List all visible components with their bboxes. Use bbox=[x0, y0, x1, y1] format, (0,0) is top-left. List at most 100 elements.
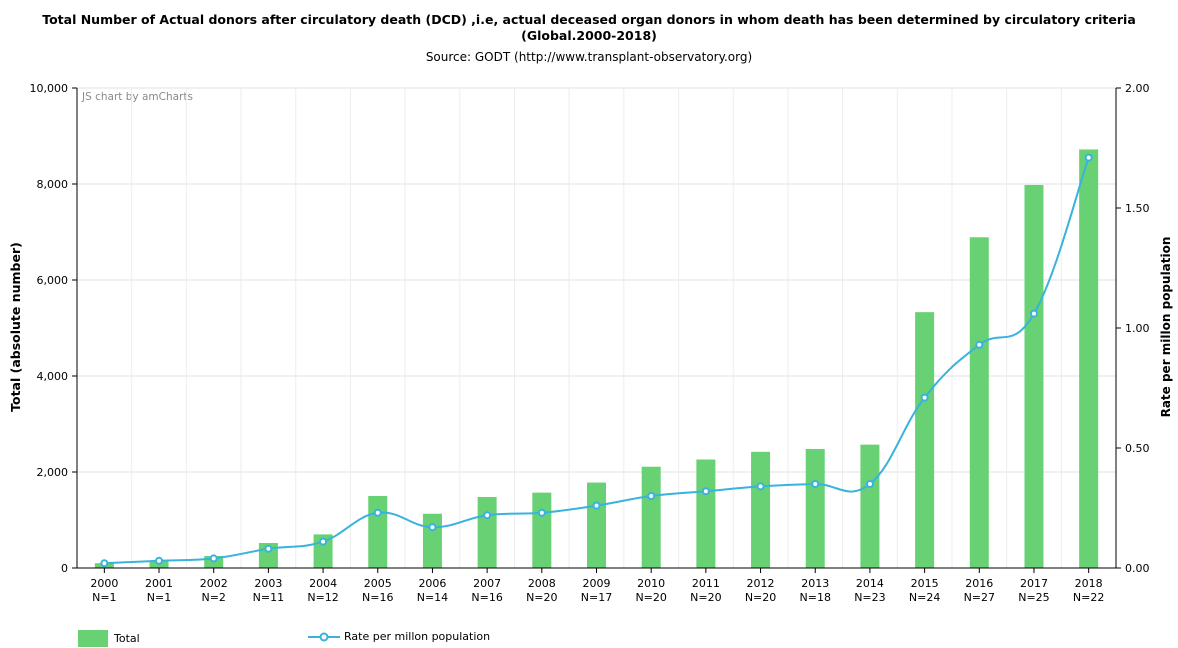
x-tick-label: 2006 bbox=[418, 577, 446, 590]
x-tick-sublabel: N=27 bbox=[964, 591, 995, 604]
x-tick-sublabel: N=1 bbox=[92, 591, 116, 604]
y2-tick-label: 2.00 bbox=[1125, 82, 1150, 95]
amcharts-credit[interactable]: JS chart by amCharts bbox=[82, 91, 193, 103]
bar-2018 bbox=[1079, 149, 1099, 568]
bar-2016 bbox=[969, 237, 989, 568]
x-tick-label: 2017 bbox=[1020, 577, 1048, 590]
bar-2008 bbox=[532, 492, 552, 568]
chart-title-line2: (Global.2000-2018) bbox=[521, 28, 657, 43]
legend-total-swatch bbox=[78, 630, 108, 647]
rate-point-2011 bbox=[701, 487, 710, 496]
y-tick-label: 2,000 bbox=[37, 466, 69, 479]
x-tick-sublabel: N=14 bbox=[417, 591, 448, 604]
x-tick-label: 2016 bbox=[965, 577, 993, 590]
y2-tick-label: 1.00 bbox=[1125, 322, 1150, 335]
rate-point-2017 bbox=[1029, 309, 1038, 318]
y-tick-label: 0 bbox=[61, 562, 68, 575]
rate-point-2007 bbox=[483, 511, 492, 520]
axis-labels: 0 2,000 4,000 6,000 8,000 10,000 0.00 0.50 1.00 1… bbox=[30, 82, 1150, 604]
x-tick-label: 2005 bbox=[364, 577, 392, 590]
rate-point-2016 bbox=[975, 340, 984, 349]
x-tick-label: 2013 bbox=[801, 577, 829, 590]
x-tick-label: 2007 bbox=[473, 577, 501, 590]
x-tick-sublabel: N=12 bbox=[307, 591, 338, 604]
y-axis-label: Total (absolute number) bbox=[8, 242, 23, 412]
x-tick-sublabel: N=20 bbox=[526, 591, 557, 604]
bar-2006 bbox=[422, 513, 442, 568]
rate-point-2003 bbox=[264, 544, 273, 553]
rate-line bbox=[104, 157, 1090, 565]
x-tick-sublabel: N=23 bbox=[854, 591, 885, 604]
rate-point-2002 bbox=[209, 554, 218, 563]
x-tick-label: 2001 bbox=[145, 577, 173, 590]
rate-point-2005 bbox=[373, 508, 382, 517]
rate-point-2009 bbox=[592, 501, 601, 510]
x-tick-sublabel: N=20 bbox=[690, 591, 721, 604]
bar-2010 bbox=[641, 466, 661, 568]
rate-point-2013 bbox=[811, 480, 820, 488]
bar-2013 bbox=[805, 448, 825, 568]
rate-point-2001 bbox=[155, 556, 164, 565]
bar-2012 bbox=[751, 451, 771, 568]
chart-title-line1: Total Number of Actual donors after circ… bbox=[42, 12, 1136, 27]
grid-lines bbox=[77, 87, 1116, 568]
bar-2017 bbox=[1024, 184, 1044, 568]
x-tick-label: 2014 bbox=[856, 577, 884, 590]
x-tick-sublabel: N=17 bbox=[581, 591, 612, 604]
x-tick-sublabel: N=20 bbox=[745, 591, 776, 604]
axes bbox=[72, 87, 1121, 573]
bar-2007 bbox=[477, 496, 497, 568]
rate-point-2010 bbox=[647, 492, 656, 500]
bar-2009 bbox=[587, 482, 606, 568]
x-tick-label: 2002 bbox=[200, 577, 228, 590]
bar-2005 bbox=[368, 496, 388, 568]
rate-points bbox=[100, 153, 1093, 568]
y2-tick-label: 0.50 bbox=[1125, 442, 1150, 455]
y-tick-label: 10,000 bbox=[30, 82, 69, 95]
x-tick-label: 2008 bbox=[528, 577, 556, 590]
y2-tick-label: 1.50 bbox=[1125, 202, 1150, 215]
x-tick-sublabel: N=16 bbox=[471, 591, 502, 604]
rate-point-2000 bbox=[100, 559, 109, 568]
y2-tick-label: 0.00 bbox=[1125, 562, 1150, 575]
bar-2011 bbox=[696, 459, 716, 568]
rate-point-2004 bbox=[319, 537, 328, 546]
bar-2015 bbox=[915, 312, 935, 568]
chart-subtitle: Source: GODT (http://www.transplant-obse… bbox=[425, 50, 753, 64]
x-tick-label: 2015 bbox=[911, 577, 939, 590]
legend-rate-swatch bbox=[308, 632, 340, 641]
y-tick-label: 4,000 bbox=[37, 370, 69, 383]
x-tick-sublabel: N=24 bbox=[909, 591, 940, 604]
rate-point-2012 bbox=[756, 482, 765, 491]
x-tick-sublabel: N=20 bbox=[635, 591, 666, 604]
x-tick-label: 2018 bbox=[1075, 577, 1103, 590]
x-tick-sublabel: N=11 bbox=[253, 591, 284, 604]
x-tick-sublabel: N=16 bbox=[362, 591, 393, 604]
x-tick-sublabel: N=2 bbox=[201, 591, 225, 604]
x-tick-label: 2004 bbox=[309, 577, 337, 590]
x-tick-sublabel: N=1 bbox=[147, 591, 171, 604]
legend-rate-label: Rate per millon population bbox=[344, 630, 491, 643]
x-tick-label: 2003 bbox=[254, 577, 282, 590]
x-tick-sublabel: N=22 bbox=[1073, 591, 1104, 604]
x-tick-label: 2009 bbox=[583, 577, 611, 590]
x-tick-label: 2000 bbox=[90, 577, 118, 590]
x-tick-label: 2011 bbox=[692, 577, 720, 590]
x-tick-sublabel: N=25 bbox=[1018, 591, 1049, 604]
y-tick-label: 8,000 bbox=[37, 178, 69, 191]
rate-point-2014 bbox=[865, 480, 874, 488]
rate-point-2015 bbox=[920, 393, 929, 402]
x-tick-label: 2010 bbox=[637, 577, 665, 590]
legend-item-rate[interactable]: Rate per millon population bbox=[308, 630, 490, 643]
legend-item-total[interactable]: Total bbox=[78, 630, 140, 647]
y2-axis-label: Rate per millon population bbox=[1159, 237, 1173, 418]
legend-total-label: Total bbox=[114, 632, 140, 645]
x-tick-label: 2012 bbox=[747, 577, 775, 590]
y-tick-label: 6,000 bbox=[37, 274, 69, 287]
x-tick-sublabel: N=18 bbox=[800, 591, 831, 604]
rate-point-2018 bbox=[1084, 153, 1093, 162]
rate-point-2008 bbox=[537, 508, 546, 517]
bar-2014 bbox=[860, 444, 880, 568]
rate-point-2006 bbox=[428, 523, 437, 532]
